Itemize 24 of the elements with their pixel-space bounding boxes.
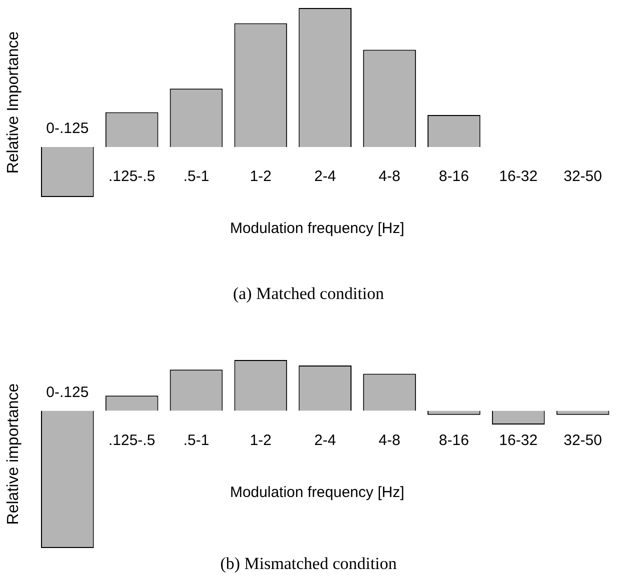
x-axis-title: Modulation frequency [Hz]	[230, 484, 404, 501]
text: (b) Mismatched condition	[219, 554, 398, 574]
x-tick-label: .5-1	[183, 432, 210, 449]
x-tick-label: 16-32	[499, 432, 538, 449]
x-tick-label: 0-.125	[46, 120, 89, 138]
x-tick-label: 32-50	[564, 168, 602, 186]
x-tick-label: 32-50	[564, 432, 602, 449]
x-axis-title: Modulation frequency [Hz]	[230, 220, 404, 238]
x-tick-label: 4-8	[378, 168, 400, 186]
x-tick-label: 2-4	[314, 168, 336, 186]
x-tick-label: 8-16	[438, 432, 469, 449]
x-tick-label: 1-2	[250, 168, 272, 186]
x-tick-label: 16-32	[499, 168, 538, 186]
x-tick-label: .125-.5	[108, 432, 156, 449]
x-tick-label: 2-4	[314, 432, 336, 449]
x-tick-label: 4-8	[378, 432, 400, 449]
y-axis-title: Relative Importance	[5, 31, 22, 174]
x-tick-label: 1-2	[250, 432, 272, 449]
x-tick-label: 8-16	[438, 168, 469, 186]
x-tick-label: .5-1	[183, 168, 210, 186]
y-axis-title: Relative importance	[5, 383, 22, 525]
x-tick-label: .125-.5	[108, 168, 156, 186]
x-tick-label: 0-.125	[46, 384, 89, 401]
text: (a) Matched condition	[232, 284, 386, 304]
